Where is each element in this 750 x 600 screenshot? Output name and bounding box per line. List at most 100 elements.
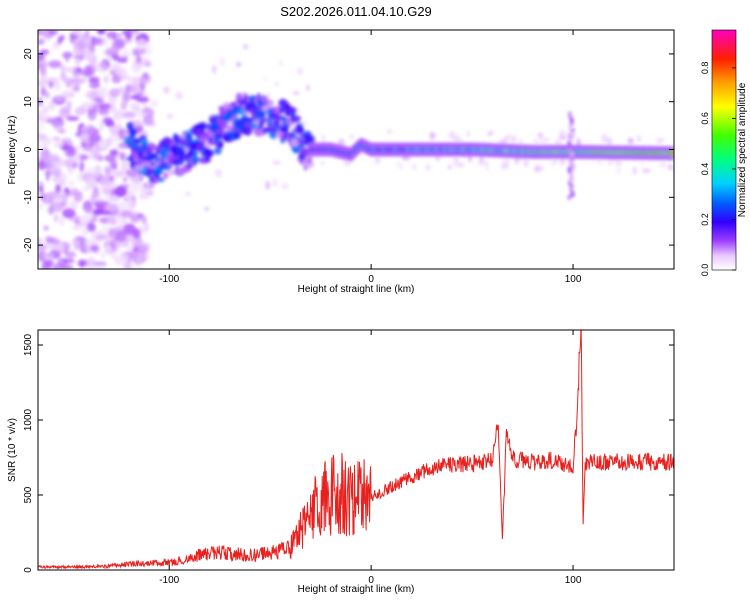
- spectrogram-blob: [75, 68, 83, 73]
- spectrogram-blob: [47, 30, 59, 35]
- spectrogram-blob: [285, 109, 298, 114]
- spectrogram-blob: [119, 86, 126, 95]
- spectrogram-blob: [79, 215, 92, 223]
- spectrogram-blob: [129, 102, 140, 112]
- spectrogram-blob: [659, 160, 667, 169]
- spectrogram-blob: [504, 134, 512, 140]
- spectrogram-x-label: Height of straight line (km): [298, 284, 415, 295]
- spectrogram-blob: [642, 168, 651, 174]
- spectrogram-blob: [88, 133, 102, 143]
- spectrogram-blob: [103, 75, 109, 84]
- spectrogram-blob: [104, 154, 116, 162]
- spectrogram-blob: [87, 257, 96, 268]
- spectrogram-blob: [307, 155, 313, 164]
- spectrogram-ytick-label: 0: [23, 146, 34, 152]
- spectrogram-blob: [73, 243, 80, 251]
- spectrogram-blob: [558, 135, 568, 140]
- spectrogram-blob: [113, 227, 123, 232]
- spectrogram-blob: [272, 131, 277, 140]
- spectrogram-blob: [258, 118, 265, 127]
- spectrogram-blob: [292, 91, 300, 95]
- spectrogram-blob: [140, 227, 148, 235]
- spectrogram-blob: [115, 230, 127, 243]
- spectrogram-blob: [66, 67, 77, 73]
- spectrogram-blob: [103, 247, 116, 255]
- spectrogram-blob: [60, 71, 67, 82]
- spectrogram-blob: [533, 165, 542, 173]
- spectrogram-blob: [501, 163, 509, 170]
- spectrogram-blob: [235, 62, 242, 68]
- spectrogram-blob: [141, 130, 148, 135]
- spectrogram-blob: [510, 136, 515, 144]
- spectrogram-blob: [537, 132, 544, 138]
- spectrogram-blob: [483, 159, 489, 168]
- spectrogram-blob: [78, 194, 83, 200]
- spectrogram-ytick-label: -20: [23, 237, 34, 252]
- spectrogram-blob: [38, 237, 43, 243]
- snr-frame: [37, 329, 675, 571]
- spectrogram-blob: [97, 139, 108, 149]
- spectrogram-blob: [110, 53, 120, 58]
- spectrogram-blob: [147, 142, 156, 149]
- spectrogram-blob: [129, 214, 139, 224]
- colorbar-tick-label: 0.2: [700, 213, 710, 226]
- spectrogram-blob: [401, 155, 411, 161]
- spectrogram-blob: [567, 194, 572, 200]
- spectrogram-blob: [321, 133, 325, 142]
- spectrogram-blob: [75, 57, 81, 66]
- spectrogram-blob: [479, 156, 484, 163]
- spectrogram-blob: [113, 186, 128, 198]
- spectrogram-blob: [116, 202, 127, 211]
- spectrogram-blob: [640, 160, 644, 167]
- spectrogram-blob: [570, 127, 575, 133]
- spectrogram-blob: [86, 167, 94, 174]
- spectrogram-blob: [102, 117, 114, 125]
- spectrogram-blob: [133, 119, 145, 128]
- spectrogram-blob: [128, 128, 138, 138]
- spectrogram-blob: [131, 184, 146, 191]
- spectrogram-blob: [447, 164, 453, 170]
- spectrogram-blob: [41, 136, 51, 147]
- figure-title: S202.2026.011.04.10.G29: [280, 4, 432, 19]
- spectrogram-blob: [267, 101, 273, 108]
- spectrogram-blob: [125, 83, 131, 93]
- spectrogram-blob: [71, 30, 83, 36]
- spectrogram-blob: [98, 103, 111, 110]
- spectrogram-blob: [80, 133, 88, 140]
- spectrogram-blob: [81, 227, 90, 237]
- spectrogram-blob: [320, 161, 326, 166]
- spectrogram-blob: [126, 30, 139, 34]
- spectrogram-blob: [295, 124, 305, 135]
- spectrogram-blob: [55, 183, 62, 194]
- spectrogram-blob: [548, 161, 558, 165]
- spectrogram-blob: [90, 192, 98, 205]
- spectrogram-blob: [62, 90, 71, 97]
- spectrogram-blob: [55, 242, 65, 253]
- spectrogram-blob: [75, 131, 82, 137]
- spectrogram-blob: [137, 157, 146, 164]
- spectrogram-blob: [163, 86, 170, 94]
- spectrogram-blob: [95, 238, 102, 244]
- spectrogram-blob: [57, 36, 63, 45]
- spectrogram-blob: [38, 131, 43, 141]
- spectrogram-blob: [87, 109, 97, 121]
- spectrogram-blob: [140, 255, 146, 264]
- spectrogram-blob: [79, 260, 85, 269]
- spectrogram-blob: [109, 149, 119, 156]
- spectrogram-blob: [38, 243, 47, 251]
- spectrogram-blob: [39, 192, 47, 201]
- spectrogram-blob: [229, 101, 237, 107]
- spectrogram-blob: [116, 214, 124, 225]
- spectrogram-blob: [152, 122, 156, 127]
- colorbar-tick-label: 0.4: [700, 163, 710, 176]
- spectrogram-blob: [100, 251, 106, 260]
- snr-x-ticks: -100 0 100: [159, 330, 582, 586]
- spectrogram-blob: [167, 170, 176, 176]
- spectrogram-blob: [274, 81, 280, 87]
- spectrogram-blob: [98, 108, 110, 116]
- spectrogram-blob: [119, 151, 126, 161]
- spectrogram-blob: [264, 180, 271, 190]
- spectrogram-blob: [96, 30, 106, 35]
- spectrogram-blob: [452, 135, 460, 143]
- spectrogram-blob: [38, 30, 46, 35]
